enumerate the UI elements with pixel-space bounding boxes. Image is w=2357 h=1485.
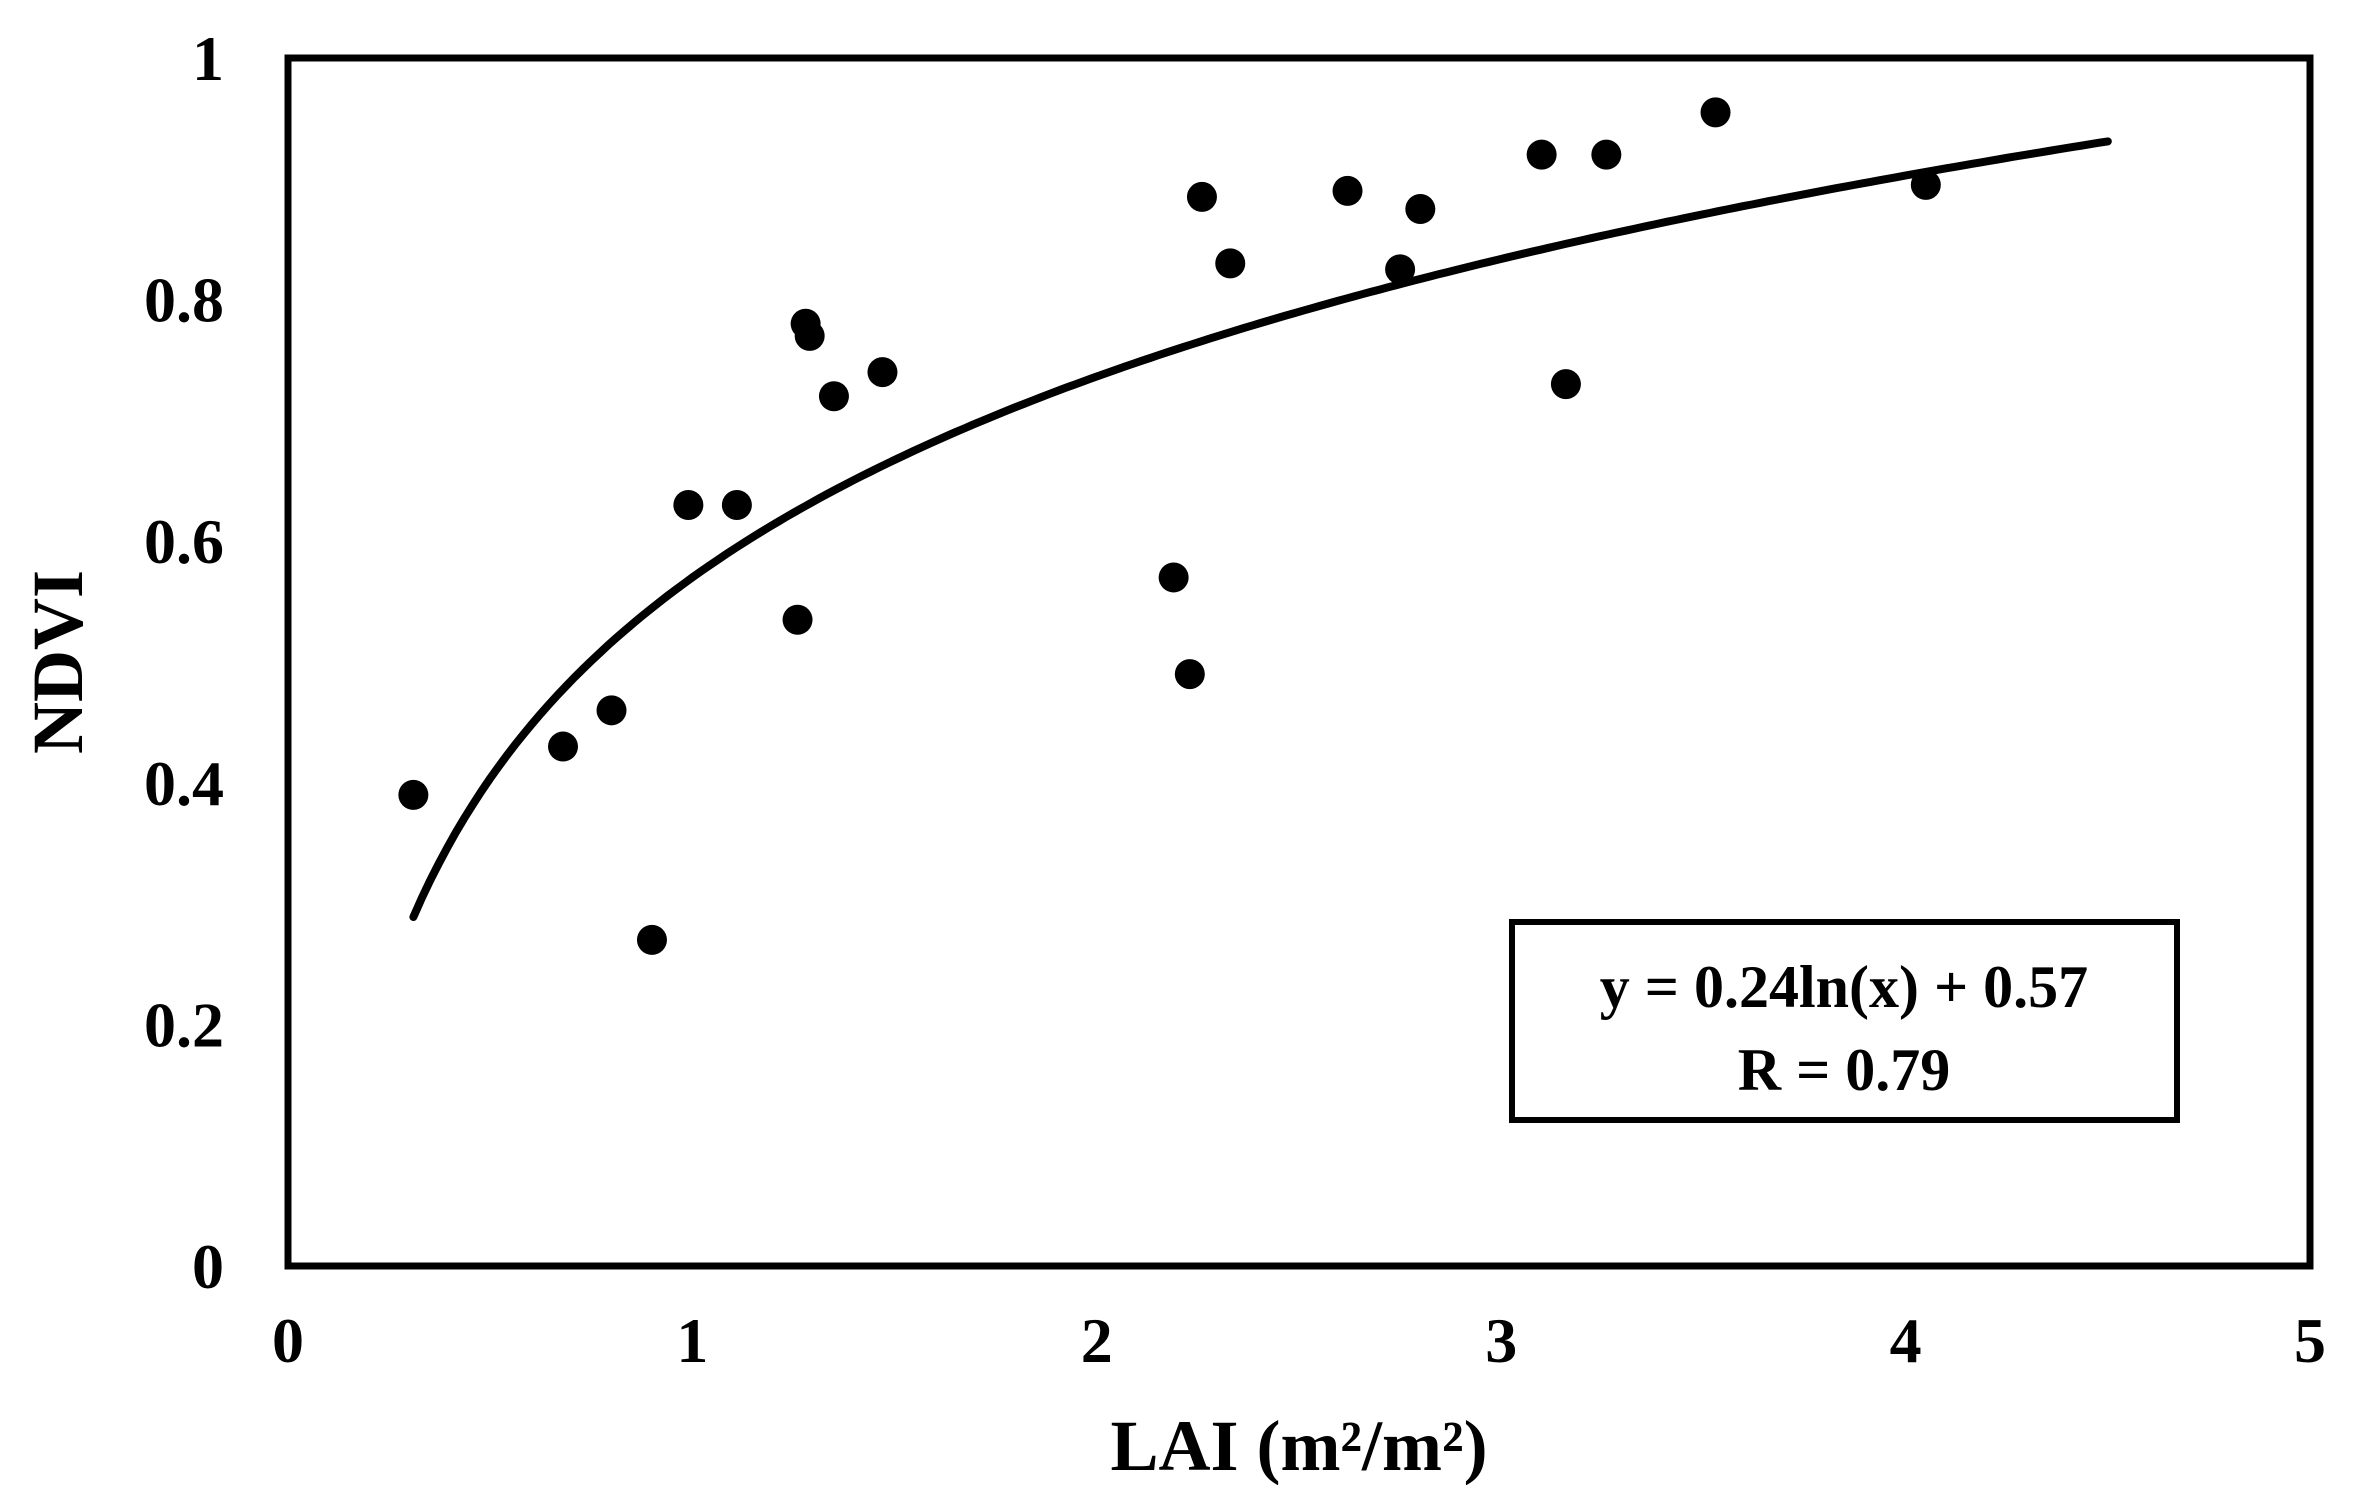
data-point [1158,562,1189,593]
data-point [794,320,825,351]
equation-box: y = 0.24ln(x) + 0.57 R = 0.79 [1509,919,2180,1123]
data-point [547,731,578,762]
trendline-curve [409,137,2112,921]
data-point [1550,369,1581,400]
y-tick-label: 0.8 [144,265,224,336]
data-point [1526,139,1557,170]
data-point [636,924,667,955]
y-tick-label: 0.6 [144,506,224,577]
x-tick-label: 0 [272,1305,304,1376]
equation-text: y = 0.24ln(x) + 0.57 [1600,954,2088,1020]
data-point [1405,194,1436,224]
y-tick-label: 0.4 [144,748,224,819]
data-point [721,489,752,520]
x-tick-label: 3 [1485,1305,1517,1376]
data-point [596,695,627,726]
data-point [398,779,429,810]
y-axis-ticks: 0 0.2 0.4 0.6 0.8 1 [144,23,224,1302]
x-axis-ticks: 0 1 2 3 4 5 [272,1305,2326,1376]
data-points [398,97,1941,955]
y-tick-label: 0 [192,1231,224,1302]
data-point [1174,659,1205,690]
x-axis-title: LAI (m²/m²) [1110,1406,1487,1485]
data-point [673,489,704,520]
data-point [818,381,849,412]
data-point [1332,175,1363,206]
x-tick-label: 1 [676,1305,708,1376]
equation-box-frame [1509,919,2180,1123]
y-tick-label: 1 [192,23,224,94]
x-tick-label: 5 [2294,1305,2326,1376]
data-point [1591,139,1622,170]
x-tick-label: 4 [1890,1305,1922,1376]
data-point [1215,248,1246,279]
data-point [1385,254,1416,285]
y-axis-title: NDVI [18,570,98,754]
r-value-text: R = 0.79 [1738,1037,1951,1103]
data-point [867,357,898,388]
data-point [1910,169,1941,200]
y-tick-label: 0.2 [144,989,224,1060]
data-point [1700,97,1731,128]
data-point [782,604,813,635]
data-point [1186,181,1217,212]
x-tick-label: 2 [1081,1305,1113,1376]
